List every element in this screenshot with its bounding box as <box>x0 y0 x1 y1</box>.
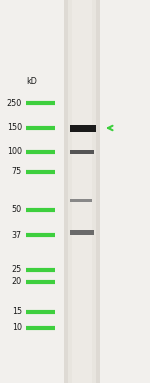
Text: 100: 100 <box>7 147 22 157</box>
Bar <box>70 198 92 201</box>
Bar <box>70 150 94 154</box>
Text: 15: 15 <box>12 308 22 316</box>
Text: 250: 250 <box>7 98 22 108</box>
Text: 20: 20 <box>12 278 22 286</box>
Text: 25: 25 <box>12 265 22 275</box>
Text: 150: 150 <box>7 123 22 133</box>
Text: 50: 50 <box>12 206 22 214</box>
Text: kD: kD <box>27 77 38 87</box>
Bar <box>72 0 92 383</box>
Text: 10: 10 <box>12 324 22 332</box>
Bar <box>70 124 96 131</box>
Bar <box>70 229 94 234</box>
Bar <box>64 0 100 383</box>
Text: 75: 75 <box>12 167 22 177</box>
Bar <box>68 0 96 383</box>
Text: 37: 37 <box>12 231 22 239</box>
